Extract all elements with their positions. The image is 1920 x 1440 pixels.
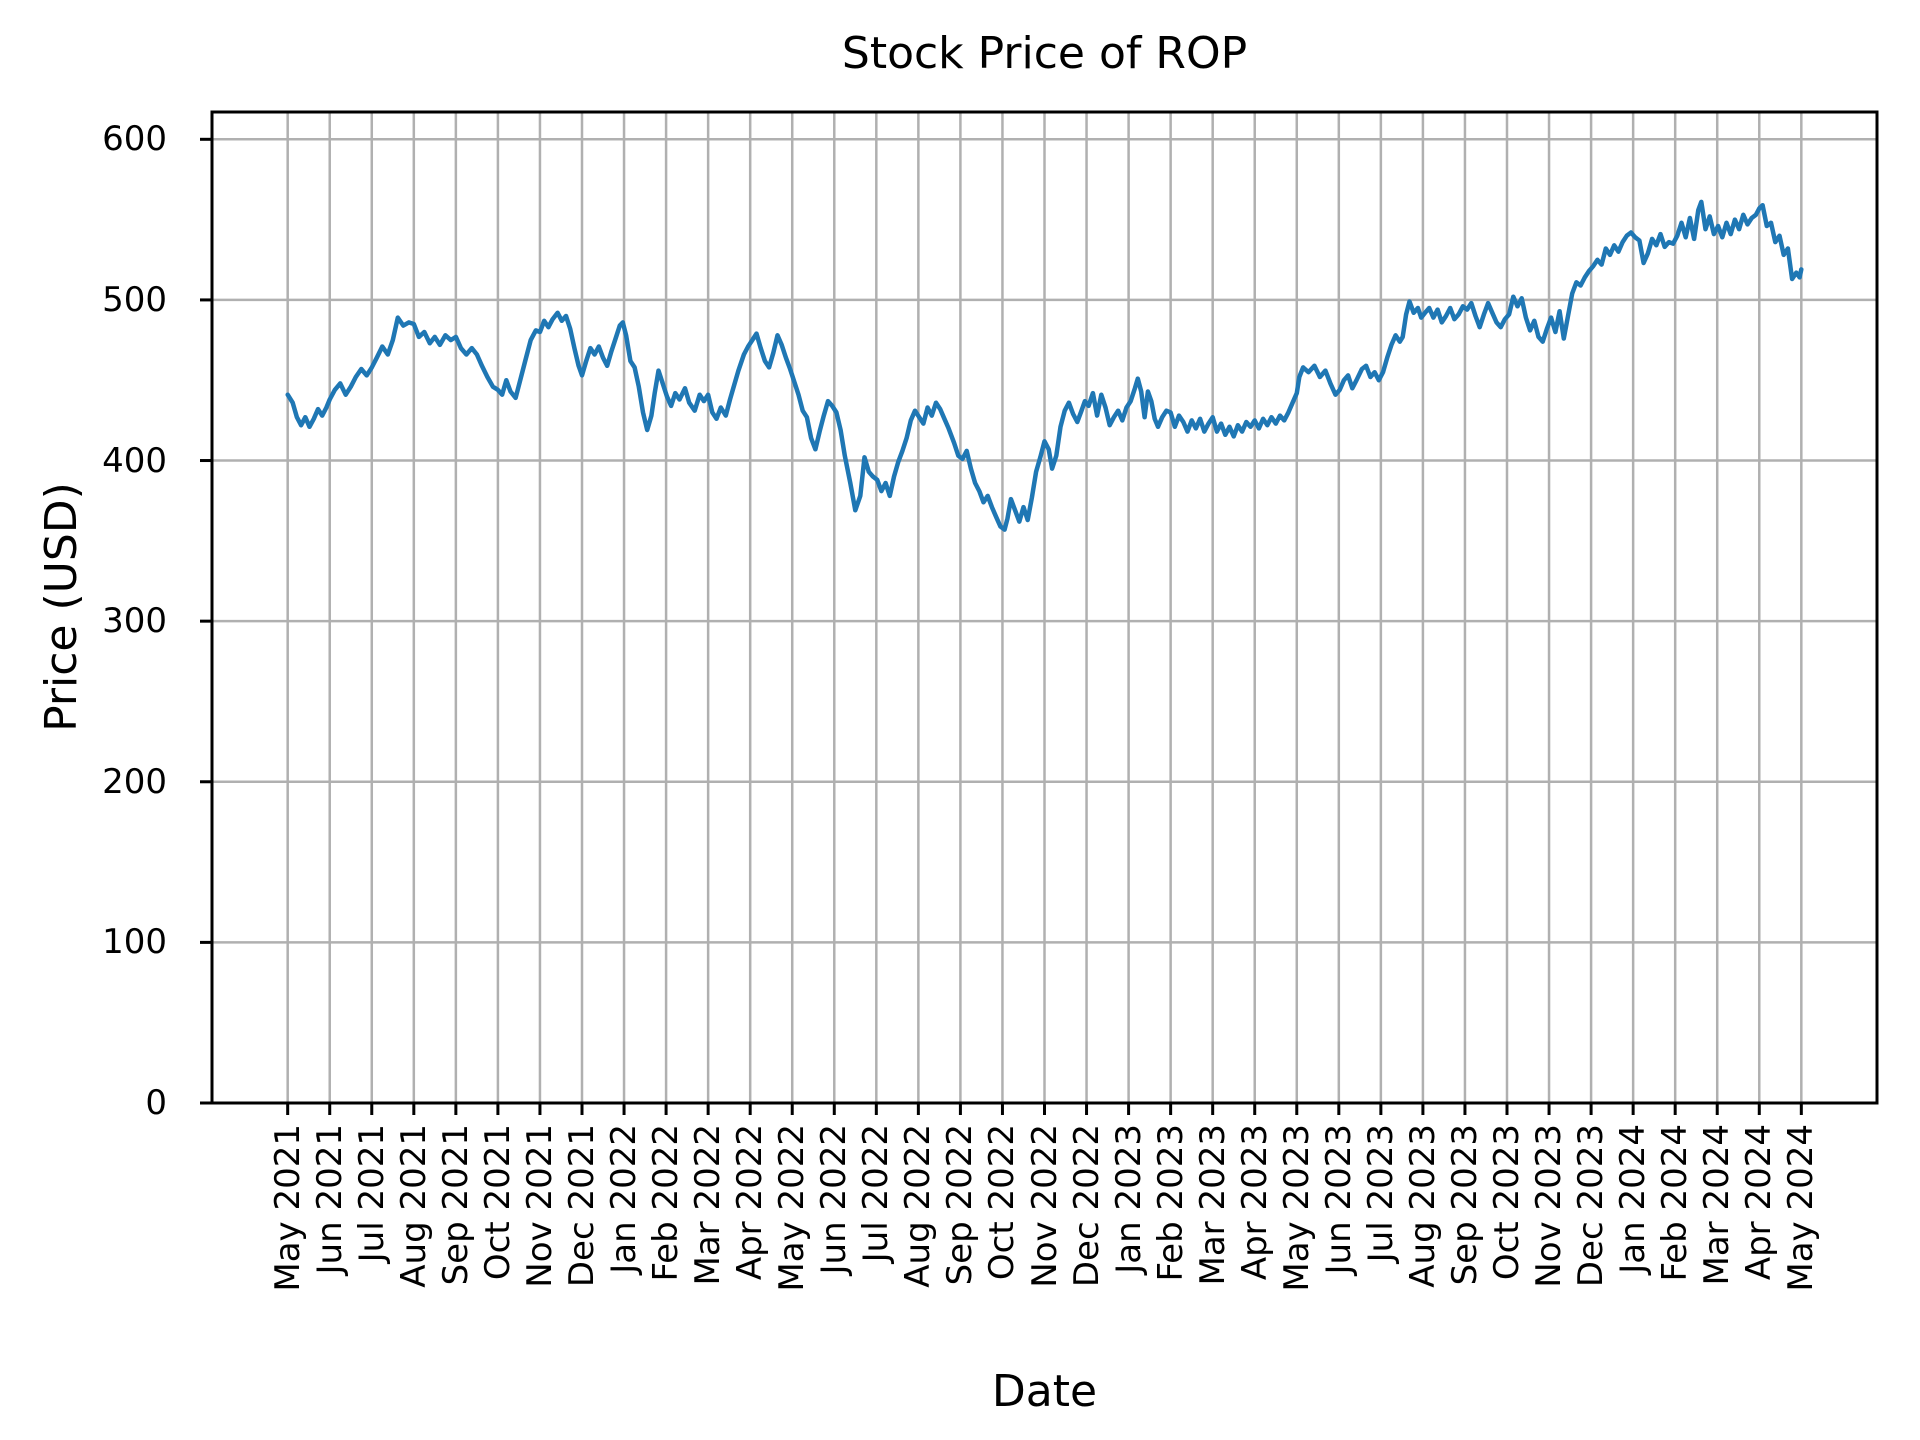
x-tick-label: Jan 2022 (604, 1124, 645, 1274)
x-tick-label: Dec 2021 (562, 1124, 602, 1288)
x-tick-label: Mar 2022 (688, 1124, 729, 1286)
x-tick-label: Nov 2021 (519, 1124, 560, 1288)
x-tick-label: Oct 2022 (982, 1124, 1023, 1281)
x-tick-label: Feb 2023 (1150, 1124, 1191, 1282)
y-tick-label: 300 (102, 601, 167, 642)
x-tick-label: Mar 2023 (1192, 1124, 1233, 1286)
x-tick-label: Oct 2021 (477, 1124, 518, 1281)
x-tick-label: May 2023 (1276, 1124, 1317, 1292)
x-tick-label: Oct 2023 (1487, 1124, 1527, 1281)
x-tick-label: Jun 2022 (814, 1124, 855, 1275)
x-tick-label: Nov 2023 (1529, 1124, 1570, 1288)
x-tick-label: Feb 2022 (646, 1124, 687, 1282)
x-tick-label: Jan 2023 (1108, 1124, 1149, 1274)
y-tick-label: 200 (102, 761, 167, 802)
x-tick-label: Jul 2021 (351, 1124, 392, 1263)
x-tick-label: May 2022 (772, 1124, 813, 1292)
axes-spines (210, 110, 1879, 1105)
x-tick-label: Jun 2023 (1318, 1124, 1359, 1275)
x-tick-label: Apr 2022 (730, 1124, 771, 1281)
y-tick-label: 500 (102, 279, 167, 320)
x-tick-label: Dec 2023 (1571, 1124, 1612, 1288)
x-tick-label: Jul 2022 (856, 1124, 897, 1263)
y-tick-label: 400 (102, 440, 167, 481)
x-tick-label: Aug 2022 (898, 1124, 939, 1288)
x-tick-label: Apr 2024 (1739, 1124, 1780, 1281)
x-tick-label: Nov 2022 (1024, 1124, 1065, 1288)
x-tick-label: Apr 2023 (1234, 1124, 1275, 1281)
x-tick-label: Feb 2024 (1655, 1124, 1696, 1282)
x-tick-label: Mar 2024 (1697, 1124, 1738, 1286)
x-tick-label: Sep 2023 (1444, 1124, 1485, 1286)
chart-title: Stock Price of ROP (841, 28, 1248, 79)
x-tick-label: Jun 2021 (309, 1124, 350, 1275)
y-tick-label: 0 (145, 1083, 167, 1123)
x-axis-label: Date (991, 1366, 1098, 1417)
x-tick-label: Sep 2022 (940, 1124, 981, 1286)
x-tick-label: May 2024 (1781, 1124, 1822, 1292)
x-tick-label: Jan 2024 (1613, 1124, 1654, 1274)
x-tick-label: May 2021 (267, 1124, 308, 1292)
x-tick-label: Aug 2021 (393, 1124, 434, 1288)
x-tick-label: Sep 2021 (435, 1124, 476, 1286)
x-tick-label: Dec 2022 (1066, 1124, 1107, 1288)
x-tick-label: Jul 2023 (1360, 1124, 1401, 1263)
price-line-series (285, 199, 1804, 532)
y-tick-label: 600 (102, 119, 167, 160)
y-tick-label: 100 (102, 922, 167, 963)
x-tick-label: Aug 2023 (1402, 1124, 1443, 1288)
